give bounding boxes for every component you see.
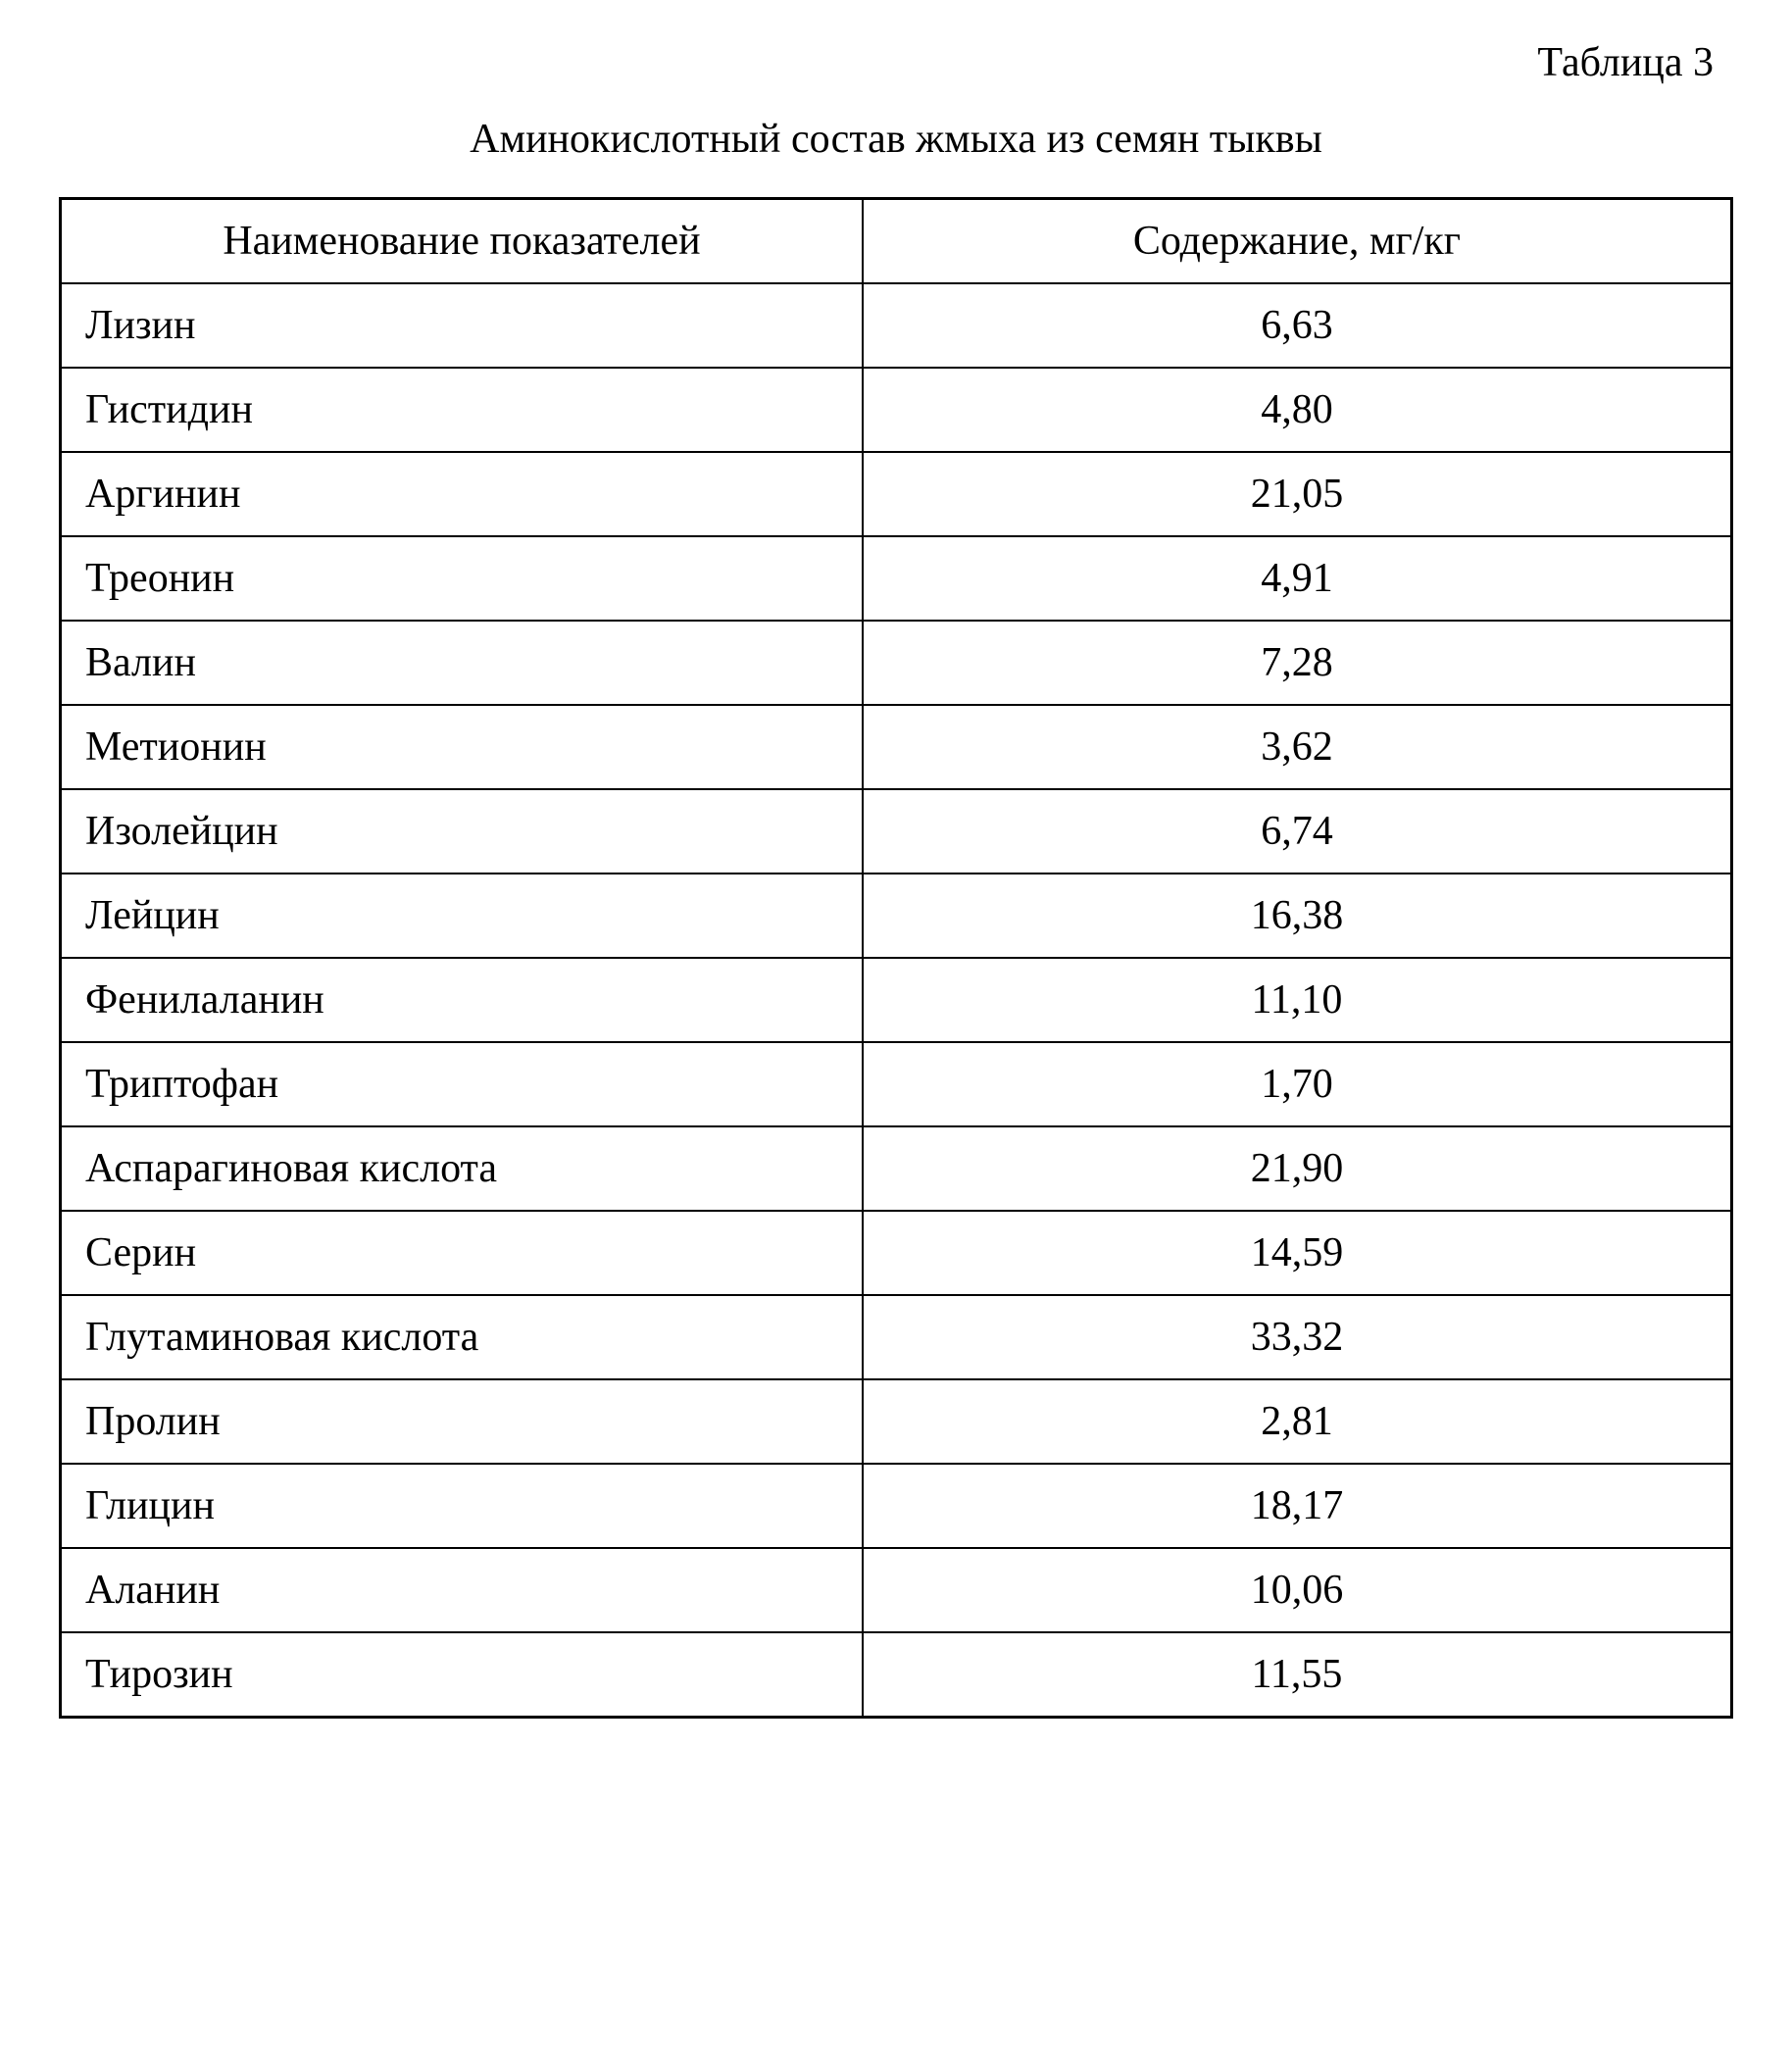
amino-acid-value: 3,62 [863, 705, 1732, 789]
table-number-label: Таблица 3 [59, 39, 1733, 86]
amino-acid-name: Метионин [61, 705, 863, 789]
table-row: Треонин 4,91 [61, 536, 1732, 621]
table-row: Аргинин 21,05 [61, 452, 1732, 536]
table-row: Аланин 10,06 [61, 1548, 1732, 1632]
table-row: Валин 7,28 [61, 621, 1732, 705]
amino-acid-name: Аланин [61, 1548, 863, 1632]
table-header-row: Наименование показателей Содержание, мг/… [61, 199, 1732, 284]
table-row: Гистидин 4,80 [61, 368, 1732, 452]
amino-acid-name: Аспарагиновая кислота [61, 1126, 863, 1211]
amino-acid-name: Тирозин [61, 1632, 863, 1718]
table-row: Аспарагиновая кислота 21,90 [61, 1126, 1732, 1211]
amino-acid-name: Треонин [61, 536, 863, 621]
amino-acid-value: 11,10 [863, 958, 1732, 1042]
amino-acid-value: 33,32 [863, 1295, 1732, 1379]
amino-acid-value: 21,05 [863, 452, 1732, 536]
amino-acid-value: 4,80 [863, 368, 1732, 452]
amino-acid-value: 4,91 [863, 536, 1732, 621]
table-row: Серин 14,59 [61, 1211, 1732, 1295]
amino-acid-name: Лейцин [61, 874, 863, 958]
table-row: Глутаминовая кислота 33,32 [61, 1295, 1732, 1379]
table-row: Метионин 3,62 [61, 705, 1732, 789]
amino-acid-name: Валин [61, 621, 863, 705]
table-row: Фенилаланин 11,10 [61, 958, 1732, 1042]
amino-acid-name: Фенилаланин [61, 958, 863, 1042]
table-row: Тирозин 11,55 [61, 1632, 1732, 1718]
table-row: Триптофан 1,70 [61, 1042, 1732, 1126]
amino-acid-value: 18,17 [863, 1464, 1732, 1548]
amino-acid-value: 6,74 [863, 789, 1732, 874]
amino-acid-name: Аргинин [61, 452, 863, 536]
table-title: Аминокислотный состав жмыха из семян тык… [59, 116, 1733, 163]
amino-acid-value: 7,28 [863, 621, 1732, 705]
table-row: Пролин 2,81 [61, 1379, 1732, 1464]
amino-acid-name: Лизин [61, 283, 863, 368]
amino-acid-value: 16,38 [863, 874, 1732, 958]
amino-acid-value: 14,59 [863, 1211, 1732, 1295]
table-row: Глицин 18,17 [61, 1464, 1732, 1548]
amino-acid-name: Гистидин [61, 368, 863, 452]
table-row: Лизин 6,63 [61, 283, 1732, 368]
amino-acid-value: 21,90 [863, 1126, 1732, 1211]
amino-acid-value: 2,81 [863, 1379, 1732, 1464]
amino-acid-name: Триптофан [61, 1042, 863, 1126]
amino-acid-name: Серин [61, 1211, 863, 1295]
amino-acid-name: Глицин [61, 1464, 863, 1548]
table-row: Лейцин 16,38 [61, 874, 1732, 958]
table-row: Изолейцин 6,74 [61, 789, 1732, 874]
amino-acid-table: Наименование показателей Содержание, мг/… [59, 197, 1733, 1719]
column-header-name: Наименование показателей [61, 199, 863, 284]
amino-acid-value: 10,06 [863, 1548, 1732, 1632]
amino-acid-name: Изолейцин [61, 789, 863, 874]
column-header-value: Содержание, мг/кг [863, 199, 1732, 284]
amino-acid-value: 1,70 [863, 1042, 1732, 1126]
amino-acid-value: 6,63 [863, 283, 1732, 368]
amino-acid-name: Пролин [61, 1379, 863, 1464]
amino-acid-name: Глутаминовая кислота [61, 1295, 863, 1379]
amino-acid-value: 11,55 [863, 1632, 1732, 1718]
